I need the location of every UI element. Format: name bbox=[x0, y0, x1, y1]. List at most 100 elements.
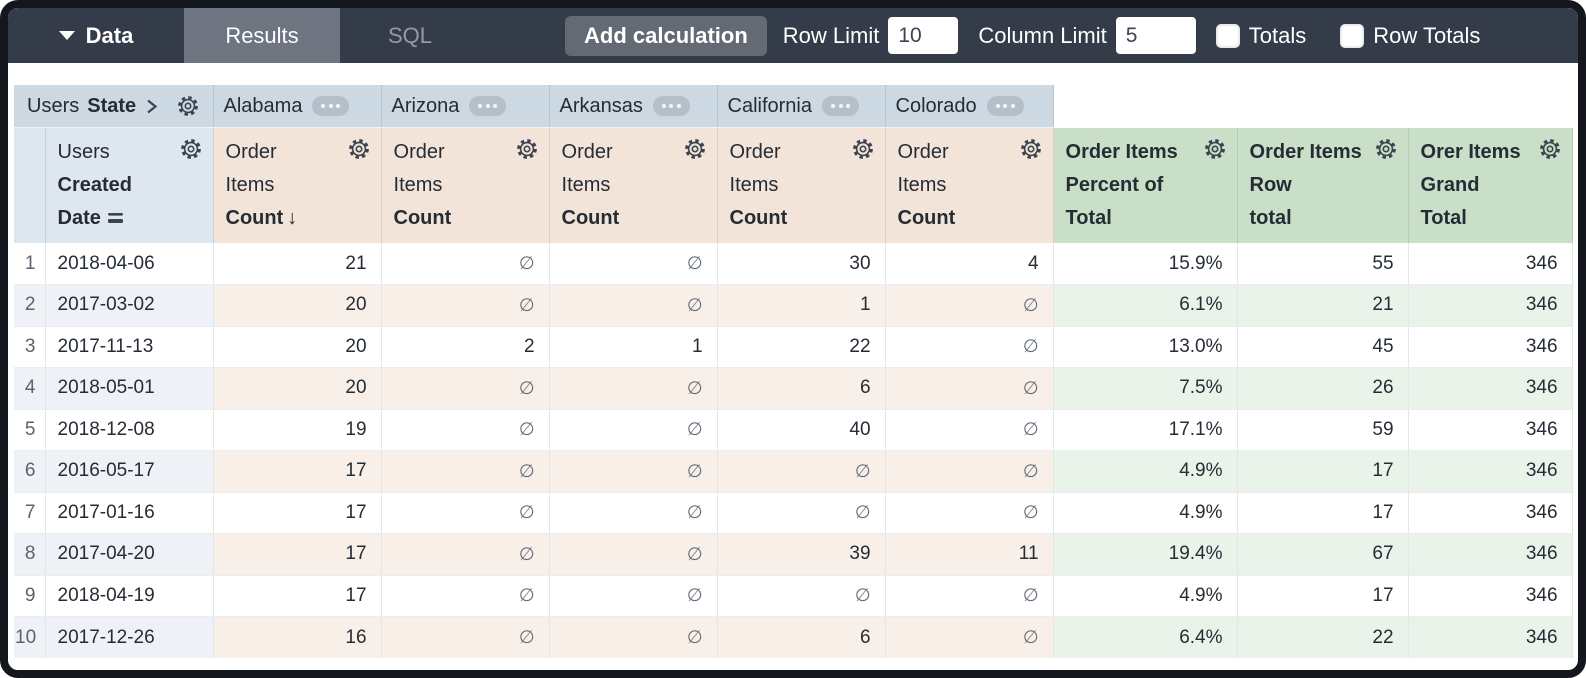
grand-total-cell[interactable]: 346 bbox=[1408, 575, 1573, 617]
measure-header-arkansas-count[interactable]: Order Items Count bbox=[549, 127, 718, 243]
gear-icon[interactable] bbox=[179, 137, 203, 167]
row-total-cell[interactable]: 55 bbox=[1237, 243, 1409, 285]
pivot-menu-icon[interactable] bbox=[986, 96, 1024, 116]
row-total-cell[interactable]: 17 bbox=[1237, 492, 1409, 534]
row-limit-input[interactable] bbox=[888, 17, 959, 54]
measure-cell[interactable]: ∅ bbox=[549, 367, 718, 410]
tab-results[interactable]: Results bbox=[184, 8, 340, 63]
measure-header-california-count[interactable]: Order Items Count bbox=[717, 127, 886, 243]
measure-cell[interactable]: 21 bbox=[213, 243, 382, 285]
measure-cell[interactable]: ∅ bbox=[885, 409, 1054, 451]
users-created-date-header[interactable]: Users Created Date bbox=[45, 127, 214, 243]
measure-cell[interactable]: ∅ bbox=[717, 450, 886, 493]
measure-cell[interactable]: ∅ bbox=[885, 450, 1054, 493]
measure-cell[interactable]: ∅ bbox=[381, 492, 550, 534]
pivot-value-colorado[interactable]: Colorado bbox=[885, 85, 1054, 128]
calc-header-row-total[interactable]: Order Items Row total bbox=[1237, 127, 1409, 243]
date-cell[interactable]: 2018-04-19 bbox=[45, 575, 214, 617]
measure-cell[interactable]: 17 bbox=[213, 492, 382, 534]
tab-sql[interactable]: SQL bbox=[340, 8, 480, 63]
measure-cell[interactable]: ∅ bbox=[381, 409, 550, 451]
row-total-cell[interactable]: 22 bbox=[1237, 616, 1409, 658]
gear-icon[interactable] bbox=[683, 137, 707, 167]
measure-cell[interactable]: 20 bbox=[213, 367, 382, 410]
measure-cell[interactable]: 11 bbox=[885, 533, 1054, 576]
row-total-cell[interactable]: 17 bbox=[1237, 575, 1409, 617]
row-total-cell[interactable]: 26 bbox=[1237, 367, 1409, 410]
measure-cell[interactable]: 4 bbox=[885, 243, 1054, 285]
measure-cell[interactable]: 30 bbox=[717, 243, 886, 285]
measure-cell[interactable]: 1 bbox=[717, 284, 886, 327]
grand-total-cell[interactable]: 346 bbox=[1408, 492, 1573, 534]
pivot-menu-icon[interactable] bbox=[469, 96, 507, 116]
row-total-cell[interactable]: 59 bbox=[1237, 409, 1409, 451]
measure-cell[interactable]: ∅ bbox=[717, 492, 886, 534]
measure-cell[interactable]: 1 bbox=[549, 326, 718, 368]
measure-cell[interactable]: 20 bbox=[213, 284, 382, 327]
row-total-cell[interactable]: 17 bbox=[1237, 450, 1409, 493]
measure-cell[interactable]: ∅ bbox=[885, 575, 1054, 617]
measure-cell[interactable]: ∅ bbox=[381, 450, 550, 493]
measure-cell[interactable]: 17 bbox=[213, 533, 382, 576]
percent-of-total-cell[interactable]: 19.4% bbox=[1053, 533, 1238, 576]
date-cell[interactable]: 2018-05-01 bbox=[45, 367, 214, 410]
grand-total-cell[interactable]: 346 bbox=[1408, 533, 1573, 576]
measure-header-alabama-count[interactable]: Order Items Count ↓ bbox=[213, 127, 382, 243]
percent-of-total-cell[interactable]: 4.9% bbox=[1053, 575, 1238, 617]
measure-cell[interactable]: ∅ bbox=[885, 492, 1054, 534]
measure-cell[interactable]: ∅ bbox=[549, 575, 718, 617]
column-limit-input[interactable] bbox=[1115, 17, 1196, 54]
measure-header-arizona-count[interactable]: Order Items Count bbox=[381, 127, 550, 243]
date-cell[interactable]: 2016-05-17 bbox=[45, 450, 214, 493]
measure-cell[interactable]: 17 bbox=[213, 575, 382, 617]
measure-cell[interactable]: ∅ bbox=[549, 533, 718, 576]
pivot-value-california[interactable]: California bbox=[717, 85, 886, 128]
gear-icon[interactable] bbox=[347, 137, 371, 167]
date-cell[interactable]: 2017-12-26 bbox=[45, 616, 214, 658]
percent-of-total-cell[interactable]: 13.0% bbox=[1053, 326, 1238, 368]
pivot-value-arkansas[interactable]: Arkansas bbox=[549, 85, 718, 128]
pivot-dimension-header[interactable]: Users State bbox=[14, 85, 214, 128]
row-total-cell[interactable]: 21 bbox=[1237, 284, 1409, 327]
measure-cell[interactable]: 20 bbox=[213, 326, 382, 368]
percent-of-total-cell[interactable]: 6.1% bbox=[1053, 284, 1238, 327]
measure-cell[interactable]: 40 bbox=[717, 409, 886, 451]
measure-cell[interactable]: ∅ bbox=[381, 616, 550, 658]
date-cell[interactable]: 2018-12-08 bbox=[45, 409, 214, 451]
gear-icon[interactable] bbox=[515, 137, 539, 167]
measure-cell[interactable]: ∅ bbox=[885, 616, 1054, 658]
percent-of-total-cell[interactable]: 15.9% bbox=[1053, 243, 1238, 285]
grand-total-cell[interactable]: 346 bbox=[1408, 326, 1573, 368]
grand-total-cell[interactable]: 346 bbox=[1408, 367, 1573, 410]
measure-cell[interactable]: ∅ bbox=[381, 243, 550, 285]
grand-total-cell[interactable]: 346 bbox=[1408, 450, 1573, 493]
date-cell[interactable]: 2017-11-13 bbox=[45, 326, 214, 368]
gear-icon[interactable] bbox=[1019, 137, 1043, 167]
calc-header-percent-of-total[interactable]: Order Items Percent of Total bbox=[1053, 127, 1238, 243]
measure-cell[interactable]: ∅ bbox=[885, 326, 1054, 368]
row-total-cell[interactable]: 67 bbox=[1237, 533, 1409, 576]
percent-of-total-cell[interactable]: 7.5% bbox=[1053, 367, 1238, 410]
row-totals-checkbox[interactable] bbox=[1340, 23, 1365, 48]
gear-icon[interactable] bbox=[1538, 137, 1562, 167]
measure-cell[interactable]: ∅ bbox=[885, 284, 1054, 327]
measure-cell[interactable]: 6 bbox=[717, 616, 886, 658]
measure-cell[interactable]: ∅ bbox=[381, 284, 550, 327]
grand-total-cell[interactable]: 346 bbox=[1408, 616, 1573, 658]
measure-cell[interactable]: ∅ bbox=[549, 450, 718, 493]
measure-cell[interactable]: 39 bbox=[717, 533, 886, 576]
grand-total-cell[interactable]: 346 bbox=[1408, 284, 1573, 327]
totals-checkbox[interactable] bbox=[1215, 23, 1240, 48]
percent-of-total-cell[interactable]: 6.4% bbox=[1053, 616, 1238, 658]
calc-header-grand-total[interactable]: Orer Items Grand Total bbox=[1408, 127, 1573, 243]
measure-header-colorado-count[interactable]: Order Items Count bbox=[885, 127, 1054, 243]
measure-cell[interactable]: ∅ bbox=[717, 575, 886, 617]
measure-cell[interactable]: ∅ bbox=[549, 492, 718, 534]
measure-cell[interactable]: 22 bbox=[717, 326, 886, 368]
gear-icon[interactable] bbox=[1374, 137, 1398, 167]
measure-cell[interactable]: ∅ bbox=[381, 575, 550, 617]
pivot-menu-icon[interactable] bbox=[822, 96, 859, 116]
measure-cell[interactable]: 6 bbox=[717, 367, 886, 410]
measure-cell[interactable]: ∅ bbox=[549, 409, 718, 451]
measure-cell[interactable]: ∅ bbox=[549, 284, 718, 327]
